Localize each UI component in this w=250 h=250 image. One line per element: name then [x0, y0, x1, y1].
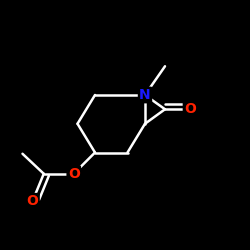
Text: O: O [26, 194, 38, 208]
Text: N: N [139, 88, 151, 102]
Text: O: O [184, 102, 196, 116]
Text: O: O [68, 167, 80, 181]
